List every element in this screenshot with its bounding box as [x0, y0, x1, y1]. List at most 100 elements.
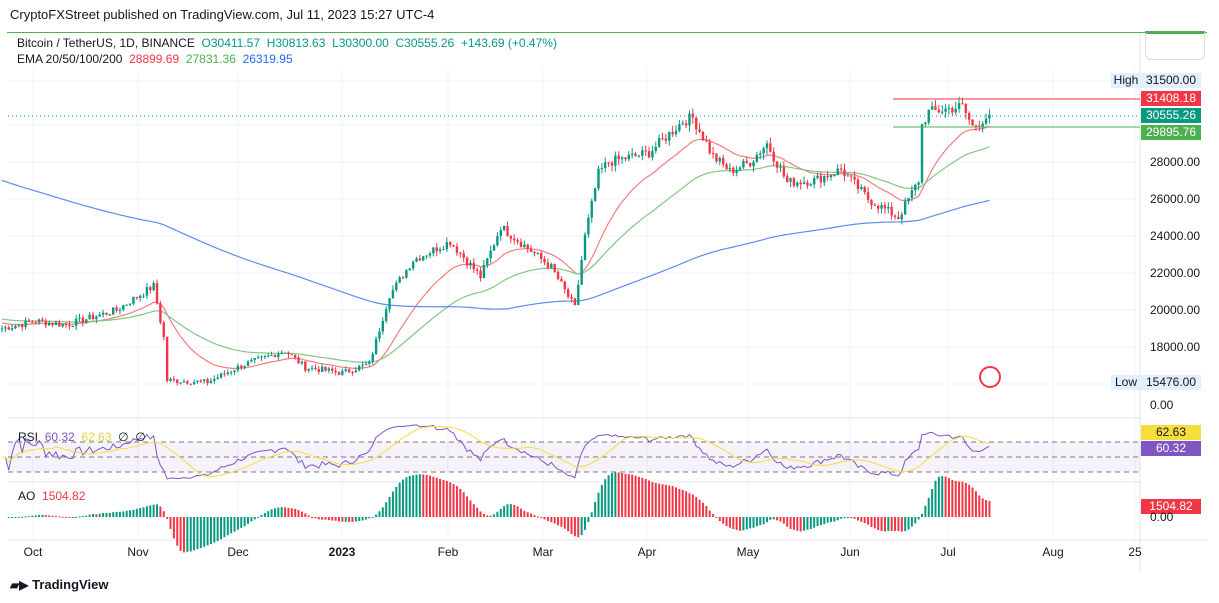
- ao-bar: [297, 510, 300, 517]
- candle-body: [664, 138, 668, 141]
- candle-body: [122, 305, 125, 310]
- ao-bar: [257, 517, 260, 518]
- candle-body: [981, 123, 984, 127]
- ao-bar: [172, 517, 175, 539]
- candle-body: [701, 131, 705, 141]
- candle-body: [988, 114, 991, 119]
- candle-body: [839, 168, 843, 170]
- us-event-icon: [979, 366, 1001, 388]
- candle-body: [186, 381, 189, 384]
- ao-bar: [900, 517, 903, 532]
- candle-body: [573, 298, 577, 305]
- ao-bar: [961, 481, 964, 517]
- candle-body: [748, 162, 752, 167]
- minimap-box[interactable]: [1145, 31, 1205, 60]
- ao-bar: [658, 483, 661, 517]
- time-tick: Oct: [23, 545, 43, 559]
- rsi-ma-line: [2, 425, 990, 478]
- candle-body: [944, 108, 947, 112]
- low-price-tag: 15476.00: [1141, 375, 1201, 390]
- candle-body: [125, 304, 128, 306]
- ao-bar: [951, 479, 954, 517]
- candle-body: [492, 245, 496, 251]
- ao-bar: [519, 508, 522, 517]
- candle-body: [900, 214, 903, 220]
- ao-bar: [442, 480, 445, 517]
- ao-bar: [867, 517, 870, 525]
- tradingview-logo[interactable]: ▰▶ TradingView: [10, 577, 109, 592]
- ao-bar: [597, 492, 600, 517]
- ao-bar: [203, 517, 206, 547]
- candle-body: [58, 322, 61, 327]
- candle-body: [765, 143, 769, 149]
- candle-body: [0, 328, 4, 330]
- ao-bar: [27, 516, 30, 518]
- chart-frame: [7, 32, 1207, 573]
- ao-bar: [314, 517, 317, 519]
- candle-body: [647, 151, 651, 158]
- ema-label[interactable]: EMA 20/50/100/200: [17, 52, 123, 66]
- ao-bar: [98, 513, 101, 517]
- ao-bar: [287, 507, 290, 517]
- ao-bar: [428, 475, 431, 517]
- candle-body: [947, 107, 951, 109]
- candle-body: [317, 369, 320, 372]
- ao-label[interactable]: AO: [18, 489, 36, 503]
- ao-bar: [209, 517, 212, 545]
- low-label: Low: [1111, 375, 1141, 390]
- candle-body: [540, 252, 543, 259]
- ao-bar: [853, 517, 856, 519]
- published-by: CryptoFXStreet published on TradingView.…: [10, 7, 435, 22]
- ao-bar: [904, 517, 907, 532]
- candle-body: [930, 106, 934, 110]
- high-value: H30813.63: [266, 36, 326, 50]
- rsi-label[interactable]: RSI: [18, 430, 39, 444]
- ao-bar: [546, 517, 549, 521]
- ao-bar: [108, 512, 111, 517]
- ao-bar: [122, 511, 125, 517]
- ao-bar: [594, 502, 597, 517]
- rsi-na-1: ∅: [118, 430, 129, 444]
- candle-body: [711, 152, 715, 154]
- candle-body: [967, 112, 971, 120]
- candle-body: [634, 153, 637, 156]
- candle-body: [796, 182, 799, 186]
- time-tick: 25: [1128, 545, 1142, 559]
- candle-body: [610, 162, 614, 166]
- ao-bar: [759, 517, 762, 526]
- time-tick: Jul: [940, 545, 956, 559]
- candle-body: [95, 316, 98, 320]
- candle-body: [482, 264, 486, 279]
- candle-body: [98, 314, 101, 317]
- candle-body: [425, 255, 428, 257]
- ao-bar: [71, 517, 74, 518]
- ao-bar: [496, 511, 499, 517]
- candle-body: [550, 264, 553, 268]
- symbol-name[interactable]: Bitcoin / TetherUS, 1D, BINANCE: [17, 36, 195, 50]
- ao-bar: [648, 480, 651, 517]
- ao-bar: [284, 507, 287, 517]
- price-tick: 26000.00: [1150, 192, 1201, 206]
- candle-body: [172, 378, 176, 380]
- candle-body: [381, 320, 385, 332]
- candle-body: [324, 366, 327, 371]
- candle-body: [866, 192, 870, 200]
- ao-bar: [705, 506, 708, 517]
- candle-body: [209, 380, 213, 384]
- candle-body: [812, 178, 816, 185]
- ao-bar: [220, 517, 223, 540]
- ao-bar: [435, 477, 438, 517]
- ao-bar: [698, 499, 701, 517]
- ao-bar: [378, 511, 381, 517]
- candle-body: [496, 236, 499, 246]
- candle-body: [607, 162, 610, 164]
- candle-body: [506, 225, 509, 236]
- ao-bar: [11, 517, 14, 518]
- candle-body: [21, 324, 24, 328]
- ao-bar: [745, 517, 748, 530]
- candle-body: [435, 247, 438, 252]
- candle-body: [31, 321, 34, 323]
- ao-bar: [752, 517, 755, 528]
- ao-bar: [422, 474, 425, 517]
